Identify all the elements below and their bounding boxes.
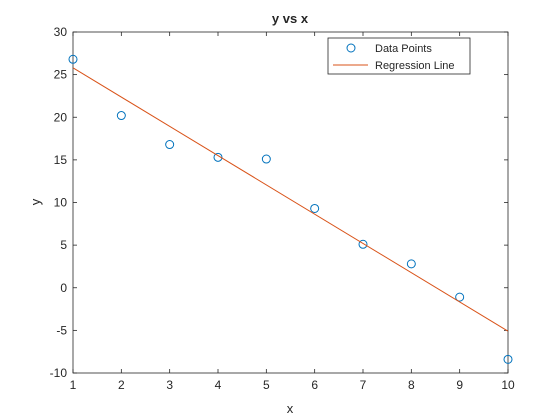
plot-frame <box>72 31 509 374</box>
data-point <box>68 54 78 64</box>
data-point <box>455 292 465 302</box>
data-point <box>261 154 271 164</box>
y-tick-label: 15 <box>54 153 68 167</box>
data-point <box>165 140 175 150</box>
data-point <box>358 239 368 249</box>
chart-title: y vs x <box>272 11 309 26</box>
y-tick-label: -10 <box>50 366 68 380</box>
y-tick-label: 25 <box>54 68 68 82</box>
y-tick-label: 5 <box>60 238 67 252</box>
data-point <box>116 111 126 121</box>
x-axis-label: x <box>287 401 294 416</box>
y-axis: -10 -5 0 5 10 15 20 25 30 <box>50 25 508 380</box>
data-point <box>406 259 416 269</box>
y-tick-label: 0 <box>60 281 67 295</box>
x-tick-label: 7 <box>360 378 367 392</box>
x-tick-label: 1 <box>70 378 77 392</box>
y-tick-label: 30 <box>54 25 68 39</box>
x-tick-label: 9 <box>456 378 463 392</box>
x-tick-label: 2 <box>118 378 125 392</box>
x-tick-label: 6 <box>311 378 318 392</box>
legend-label: Regression Line <box>375 60 455 72</box>
y-tick-label: 10 <box>54 196 68 210</box>
series-layer <box>68 54 513 364</box>
y-tick-label: -5 <box>56 323 67 337</box>
x-tick-label: 8 <box>408 378 415 392</box>
data-point <box>310 203 320 213</box>
legend-label: Data Points <box>375 43 432 55</box>
data-point <box>503 354 513 364</box>
x-tick-label: 10 <box>501 378 515 392</box>
y-tick-label: 20 <box>54 110 68 124</box>
legend-marker-swatch <box>346 43 356 53</box>
x-tick-label: 5 <box>263 378 270 392</box>
data-point <box>213 152 223 162</box>
x-tick-label: 3 <box>166 378 173 392</box>
regression-line <box>72 67 509 332</box>
plot-area <box>72 31 509 374</box>
legend: Data Points Regression Line <box>327 37 471 75</box>
y-axis-label: y <box>28 198 43 205</box>
x-tick-label: 4 <box>215 378 222 392</box>
x-axis: 1 2 3 4 5 6 7 8 9 10 <box>70 32 515 392</box>
